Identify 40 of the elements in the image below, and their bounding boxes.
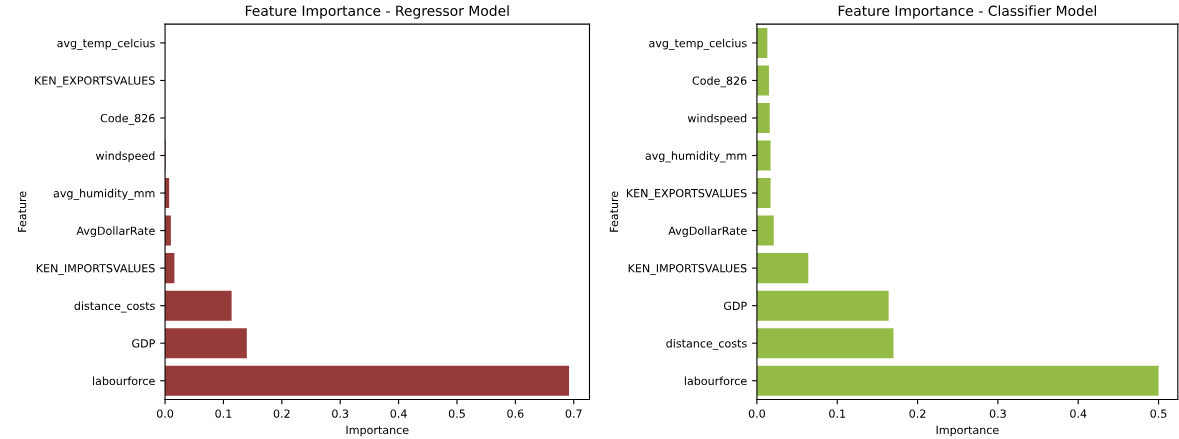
y-tick-label: windspeed bbox=[687, 113, 747, 125]
y-tick-label: KEN_IMPORTSVALUES bbox=[628, 264, 747, 275]
y-tick-label: avg_temp_celcius bbox=[57, 38, 155, 50]
x-tick-label: 0.4 bbox=[390, 409, 407, 418]
y-tick-label: avg_humidity_mm bbox=[645, 151, 747, 163]
x-tick-label: 0.0 bbox=[748, 409, 766, 418]
y-tick-label: distance_costs bbox=[74, 301, 155, 313]
chart-title: Feature Importance - Regressor Model bbox=[245, 5, 509, 19]
y-tick-label: KEN_EXPORTSVALUES bbox=[35, 76, 155, 88]
x-tick-label: 0.5 bbox=[1150, 409, 1167, 418]
y-tick-label: AvgDollarRate bbox=[76, 226, 155, 238]
y-tick-label: AvgDollarRate bbox=[668, 226, 747, 238]
y-tick-label: Code_826 bbox=[692, 76, 747, 88]
y-tick-label: KEN_IMPORTSVALUES bbox=[36, 264, 155, 275]
y-tick-label: labourforce bbox=[93, 376, 155, 386]
x-tick-label: 0.3 bbox=[332, 409, 349, 418]
y-tick-label: labourforce bbox=[684, 376, 747, 386]
y-tick-label: avg_temp_celcius bbox=[649, 38, 747, 50]
x-tick-label: 0.7 bbox=[565, 409, 582, 418]
x-tick-label: 0.4 bbox=[1070, 409, 1087, 418]
x-tick-label: 0.1 bbox=[215, 409, 232, 418]
y-axis-title: Feature bbox=[18, 191, 27, 232]
x-axis-title: Importance bbox=[346, 425, 409, 437]
y-tick-label: avg_humidity_mm bbox=[53, 188, 155, 200]
x-tick-label: 0.2 bbox=[273, 409, 290, 418]
y-axis-title: Feature bbox=[609, 191, 619, 232]
y-tick-label: distance_costs bbox=[666, 338, 747, 351]
x-tick-label: 0.1 bbox=[829, 409, 846, 418]
x-tick-label: 0.0 bbox=[156, 409, 174, 418]
chart-title: Feature Importance - Classifier Model bbox=[838, 5, 1096, 19]
y-tick-label: windspeed bbox=[95, 151, 155, 163]
y-tick-label: GDP bbox=[132, 339, 155, 348]
y-tick-label: KEN_EXPORTSVALUES bbox=[626, 188, 747, 200]
x-tick-label: 0.3 bbox=[989, 409, 1006, 418]
y-tick-label: GDP bbox=[723, 301, 747, 311]
x-tick-label: 0.5 bbox=[448, 409, 465, 418]
x-axis-title: Importance bbox=[936, 425, 999, 437]
y-tick-label: Code_826 bbox=[100, 113, 155, 125]
x-tick-label: 0.2 bbox=[909, 409, 926, 418]
x-tick-label: 0.6 bbox=[507, 409, 524, 418]
